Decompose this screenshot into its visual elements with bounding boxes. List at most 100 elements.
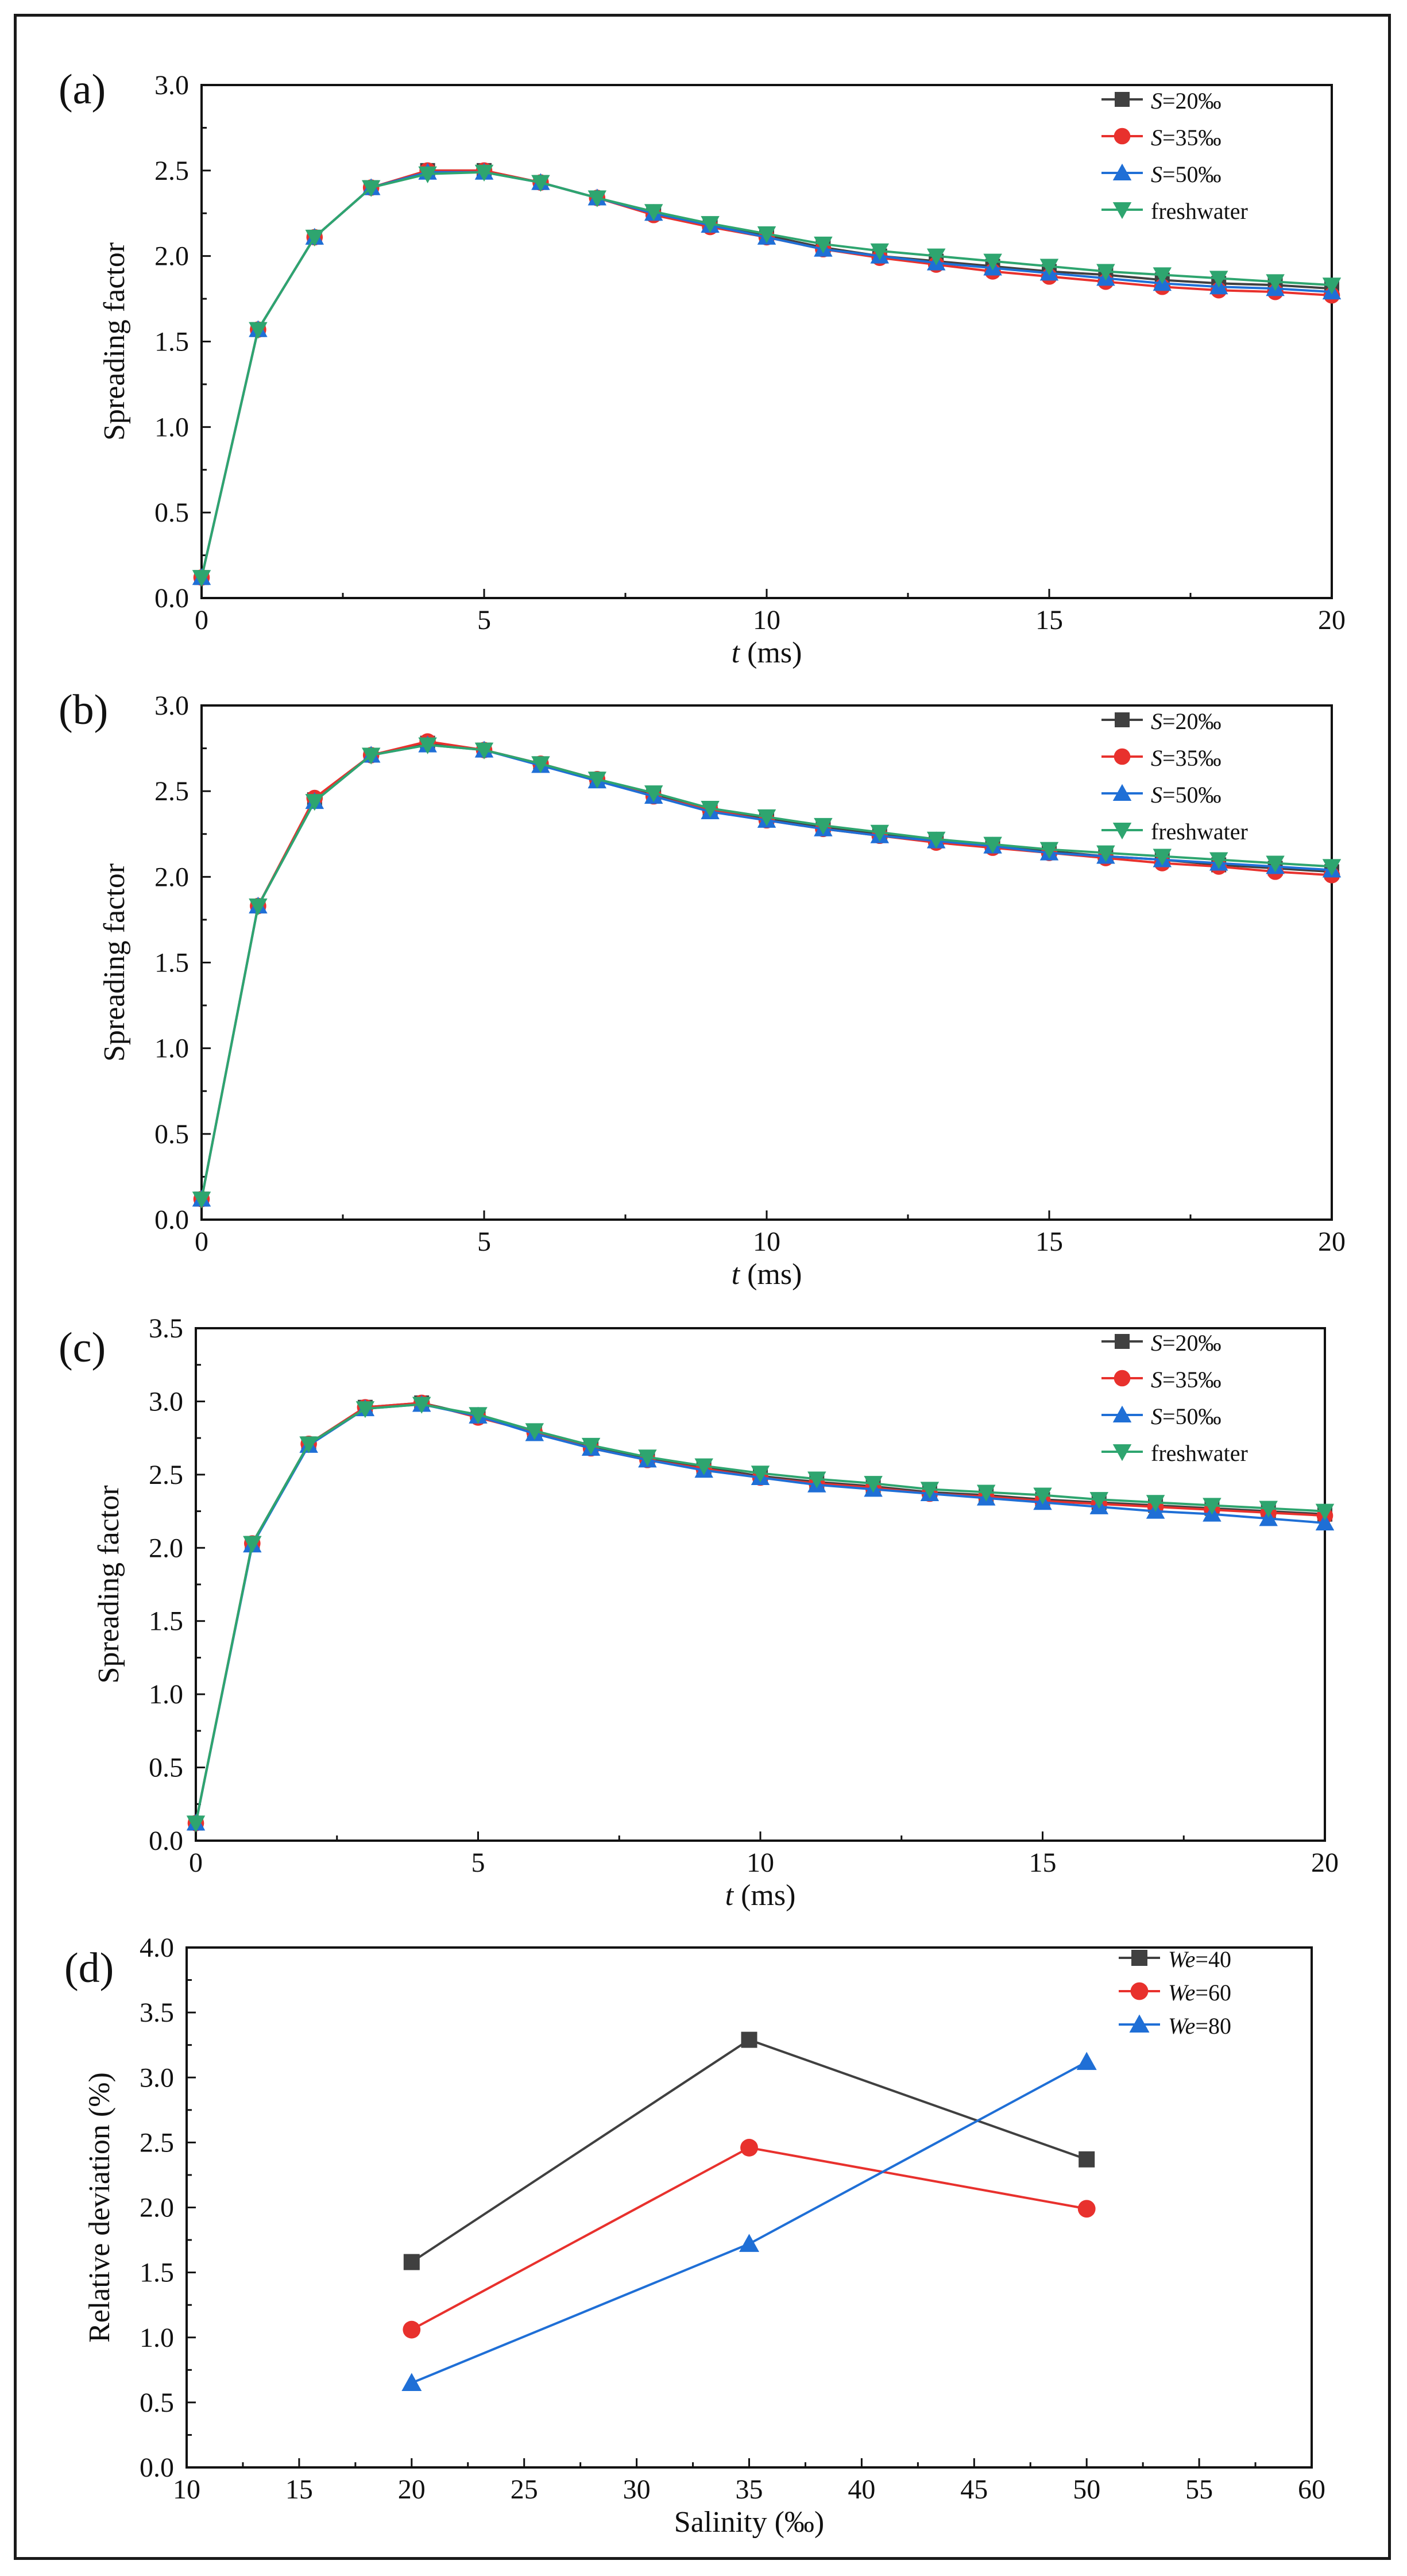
data-point <box>401 2373 422 2391</box>
chart-panel-a: 0 5 10 15 20 0.0 0.5 1.0 1.5 2.0 2.5 3.0 t (ms) Sprea… <box>59 66 1346 669</box>
legend-label: S=20‰ <box>1151 88 1222 114</box>
data-point <box>739 2234 759 2252</box>
legend-label-text: =20‰ <box>1162 88 1222 114</box>
x-axis-label-text: (ms) <box>740 1258 802 1291</box>
legend-marker <box>1130 1982 1149 2000</box>
legend-label-italic: S <box>1151 125 1162 151</box>
x-tick-label: 50 <box>1073 2474 1100 2505</box>
data-point <box>1266 855 1285 873</box>
legend-label-text: =35‰ <box>1162 1367 1222 1393</box>
y-tick-label: 0.5 <box>154 1119 189 1150</box>
data-point <box>1076 2051 1097 2070</box>
x-axis-label: t (ms) <box>732 637 802 669</box>
legend-label-text: =50‰ <box>1162 161 1222 187</box>
x-axis-label-italic: t <box>732 1258 741 1291</box>
chart-panel-b: 0 5 10 15 20 0.0 0.5 1.0 1.5 2.0 2.5 3.0 t (ms) Sprea… <box>59 687 1346 1291</box>
series-2 <box>192 163 1342 585</box>
legend-label: freshwater <box>1151 1440 1248 1466</box>
x-tick-label: 10 <box>173 2474 200 2505</box>
data-point <box>814 236 833 254</box>
data-point <box>305 794 324 811</box>
data-point <box>701 216 720 233</box>
y-tick-label: 2.0 <box>154 862 189 892</box>
data-point <box>1033 1487 1052 1505</box>
data-point <box>412 1397 431 1414</box>
y-tick-label: 2.5 <box>154 776 189 807</box>
legend-label: S=20‰ <box>1151 708 1222 734</box>
y-tick-label: 3.0 <box>149 1386 183 1417</box>
data-point <box>1315 1513 1335 1530</box>
series-3 <box>192 164 1342 587</box>
data-point <box>1259 1501 1278 1518</box>
x-tick-label: 45 <box>960 2474 988 2505</box>
x-tick-label: 20 <box>1318 605 1346 635</box>
y-tick-label: 1.0 <box>140 2323 174 2353</box>
series-3 <box>192 737 1342 1209</box>
y-tick-label: 2.5 <box>154 156 189 186</box>
legend-label: S=20‰ <box>1151 1330 1222 1356</box>
series-0 <box>403 2031 1095 2270</box>
data-point <box>581 1437 601 1455</box>
data-point <box>469 1407 488 1424</box>
legend-marker <box>1115 92 1130 107</box>
legend-label: S=35‰ <box>1151 745 1222 771</box>
panel-label: (d) <box>64 1945 114 1992</box>
data-point <box>864 1476 883 1493</box>
data-point <box>243 1536 262 1553</box>
legend-label: We=60 <box>1168 1980 1231 2006</box>
legend-label-italic: S <box>1151 161 1162 187</box>
x-tick-label: 55 <box>1185 2474 1213 2505</box>
legend-label-text: freshwater <box>1151 198 1248 224</box>
legend-label-italic: S <box>1151 1367 1162 1393</box>
x-tick-label: 0 <box>195 605 208 635</box>
y-tick-label: 3.0 <box>140 2062 174 2093</box>
y-tick-label: 2.0 <box>149 1533 183 1563</box>
data-point <box>870 824 890 842</box>
y-tick-label: 1.0 <box>154 1034 189 1064</box>
chart-panel-c: 0 5 10 15 20 0.0 0.5 1.0 1.5 2.0 2.5 3.0 3.5 t (ms) Sp… <box>59 1313 1339 1912</box>
legend-marker <box>1115 1334 1130 1349</box>
y-tick-label: 0.0 <box>140 2452 174 2483</box>
data-point <box>192 1191 211 1209</box>
data-point <box>1203 1498 1222 1515</box>
data-point <box>299 1436 318 1453</box>
data-point <box>1089 1492 1109 1509</box>
y-tick-label: 0.0 <box>154 1205 189 1235</box>
data-point <box>757 809 776 827</box>
legend-label: We=80 <box>1168 2013 1231 2039</box>
x-tick-label: 40 <box>848 2474 875 2505</box>
data-point <box>870 243 890 260</box>
data-point <box>1315 1503 1335 1521</box>
legend-label: S=50‰ <box>1151 161 1222 187</box>
legend-label-italic: We <box>1168 2013 1195 2039</box>
data-point <box>1096 845 1115 862</box>
x-tick-label: 30 <box>623 2474 651 2505</box>
data-point <box>418 737 437 754</box>
data-point <box>587 190 607 207</box>
data-point <box>1153 849 1172 866</box>
data-point <box>403 2320 421 2339</box>
series-1 <box>403 2139 1096 2339</box>
y-axis-label: Spreading factor <box>92 1485 125 1683</box>
legend-label-text: =20‰ <box>1162 1330 1222 1356</box>
data-point <box>1322 859 1342 876</box>
data-point <box>1039 842 1059 859</box>
y-tick-label: 2.5 <box>149 1460 183 1490</box>
data-point <box>186 1815 206 1833</box>
y-tick-label: 1.5 <box>140 2258 174 2288</box>
y-tick-label: 0.0 <box>149 1826 183 1856</box>
legend-label-text: freshwater <box>1151 819 1248 844</box>
legend-label-italic: S <box>1151 1330 1162 1356</box>
data-point <box>403 2254 420 2270</box>
data-point <box>741 2031 757 2048</box>
x-axis-label-text: (ms) <box>733 1879 795 1912</box>
data-point <box>1146 1495 1165 1512</box>
data-point <box>644 785 663 803</box>
data-point <box>644 204 663 221</box>
y-tick-label: 0.0 <box>154 583 189 614</box>
data-point <box>701 801 720 818</box>
data-point <box>361 180 381 197</box>
y-axis-label: Relative deviation (%) <box>83 2072 116 2343</box>
legend-marker <box>1112 823 1132 840</box>
